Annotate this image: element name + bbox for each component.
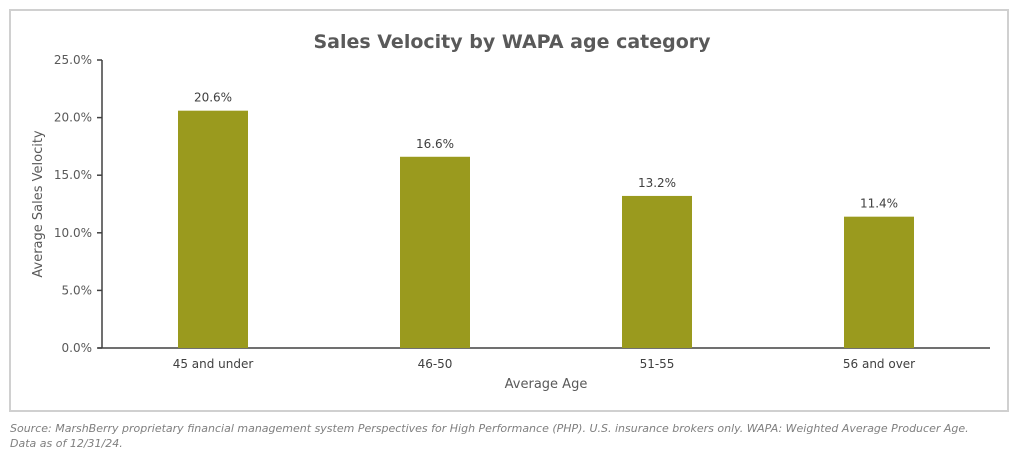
data-label: 16.6% [416, 137, 454, 151]
y-axis-title: Average Sales Velocity [31, 130, 46, 278]
y-tick-label: 25.0% [54, 53, 92, 67]
chart-frame [9, 9, 1009, 412]
x-axis-title: Average Age [505, 377, 588, 392]
y-tick-label: 20.0% [54, 111, 92, 125]
source-note-date: Data as of 12/31/24. [10, 437, 123, 450]
source-note: Source: MarshBerry proprietary financial… [10, 422, 969, 435]
x-tick-label: 51-55 [640, 357, 675, 371]
bar [178, 110, 248, 348]
y-tick-label: 15.0% [54, 168, 92, 182]
y-tick-label: 5.0% [62, 283, 93, 297]
bar-chart: 0.0% 5.0% 10.0% 15.0% 20.0% 25.0% 20.6% 45 and … [31, 53, 990, 392]
y-tick-label: 0.0% [62, 341, 93, 355]
data-label: 20.6% [194, 91, 232, 105]
x-tick-label: 45 and under [173, 357, 254, 371]
y-tick-label: 10.0% [54, 226, 92, 240]
chart-title: Sales Velocity by WAPA age category [313, 31, 711, 53]
x-tick-label: 56 and over [843, 357, 915, 371]
data-label: 11.4% [860, 197, 898, 211]
x-tick-label: 46-50 [418, 357, 453, 371]
bar [844, 216, 914, 348]
bar [622, 195, 692, 348]
data-label: 13.2% [638, 176, 676, 190]
bar [400, 156, 470, 348]
